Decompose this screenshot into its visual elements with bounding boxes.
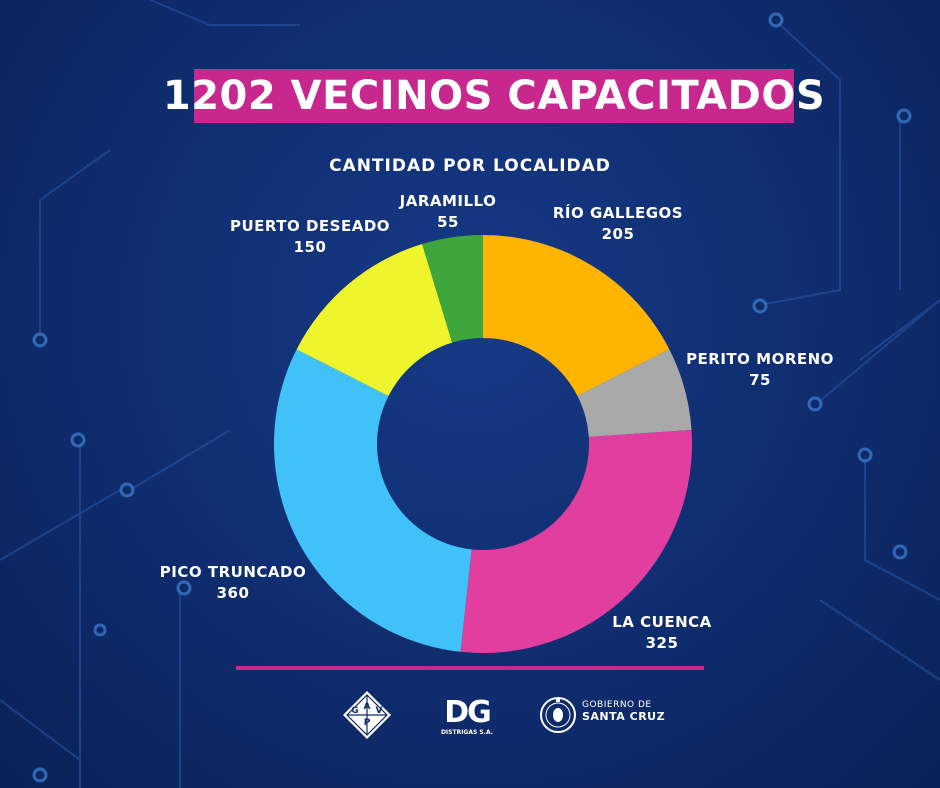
slice-label-name: JARAMILLO [399,192,497,210]
distrigas-caption: DISTRIGAS S.A. [441,729,493,736]
santa-cruz-line2: SANTA CRUZ [582,710,666,723]
agvp-logo: A G V P [343,691,391,739]
agvp-letter-v: V [376,706,383,716]
donut-slice-r-o-gallegos [483,235,670,397]
santa-cruz-seal-icon [540,697,576,733]
santa-cruz-line1: GOBIERNO DE [582,700,652,710]
slice-label-name: PICO TRUNCADO [159,563,307,581]
slice-label: RÍO GALLEGOS 205 [528,203,708,245]
donut-slice-pico-truncado [273,349,472,652]
slice-label-value: 205 [601,225,635,243]
slice-label-name: LA CUENCA [612,613,712,631]
donut-slice-la-cuenca [460,429,692,653]
donut-slice-puerto-deseado [296,244,453,397]
slice-label-name: PUERTO DESEADO [229,217,391,235]
slice-label: LA CUENCA 325 [572,612,752,654]
title-banner: 1202 VECINOS CAPACITADOS [163,69,825,123]
distrigas-logo: DG DISTRIGAS S.A. [441,695,493,736]
divider-line [236,666,704,670]
slice-label: PUERTO DESEADO 150 [220,216,400,258]
distrigas-mark: DG [444,695,490,730]
slice-label-name: PERITO MORENO [686,350,834,368]
slice-label-value: 75 [749,371,771,389]
donut-slice-jaramillo [422,235,483,343]
santa-cruz-logo: GOBIERNO DE SANTA CRUZ [538,690,668,740]
slice-label-value: 360 [216,584,250,602]
slice-label: JARAMILLO 55 [358,191,538,233]
agvp-letter-g: G [351,706,358,716]
chart-title: CANTIDAD POR LOCALIDAD [329,156,611,176]
footer-logos: A G V P DG DISTRIGAS S.A. GOBIERNO DE SA… [0,688,940,748]
page-title: 1202 VECINOS CAPACITADOS [162,73,826,119]
agvp-letter-a: A [364,702,371,712]
slice-label-value: 325 [645,634,679,652]
slice-label-value: 55 [437,213,459,231]
slice-label-value: 150 [293,238,327,256]
donut-slice-perito-moreno [577,349,692,437]
slice-label: PICO TRUNCADO 360 [143,562,323,604]
slice-label-name: RÍO GALLEGOS [552,204,684,222]
agvp-letter-p: P [364,718,371,728]
slice-label: PERITO MORENO 75 [670,349,850,391]
